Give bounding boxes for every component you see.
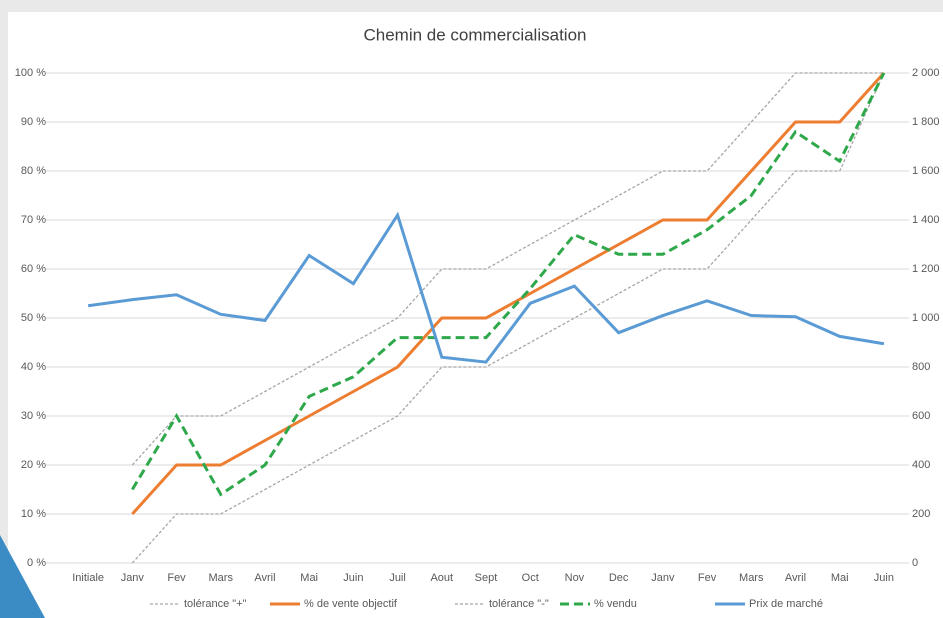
y-tick-label: 20 % [21,459,46,471]
x-tick-label: Dec [609,572,629,584]
x-tick-label: Avril [254,572,275,584]
x-tick-label: Mars [209,572,234,584]
x-tick-label: Aout [430,572,453,584]
legend-label: Prix de marché [749,598,823,610]
chart-area [8,12,943,618]
y2-tick-label: 1 600 [912,165,940,177]
x-tick-label: Mai [831,572,849,584]
y2-tick-label: 2 000 [912,67,940,79]
series-line [131,72,886,497]
x-tick-label: Fev [698,572,717,584]
corner-decoration [0,535,45,618]
series-line [131,72,885,564]
x-tick-label: Fev [167,572,186,584]
y2-tick-label: 1 400 [912,214,940,226]
y-tick-label: 80 % [21,165,46,177]
series-line [131,71,886,516]
y2-tick-label: 0 [912,557,918,569]
x-tick-label: Juin [343,572,363,584]
series-line [131,72,884,466]
y-tick-label: 0 % [27,557,46,569]
y-tick-label: 70 % [21,214,46,226]
y2-tick-label: 600 [912,410,930,422]
y-tick-label: 30 % [21,410,46,422]
x-tick-label: Juin [874,572,894,584]
x-tick-label: Janv [121,572,145,584]
legend-label: tolérance "+" [184,598,247,610]
y2-tick-label: 800 [912,361,930,373]
x-tick-label: Mars [739,572,764,584]
y-tick-label: 50 % [21,312,46,324]
x-tick-label: Sept [475,572,498,584]
y2-tick-label: 400 [912,459,930,471]
series-line [87,211,885,364]
legend-label: tolérance "-" [489,598,549,610]
y-tick-label: 60 % [21,263,46,275]
legend-label: % de vente objectif [304,598,398,610]
y2-tick-label: 1 000 [912,312,940,324]
y2-tick-label: 1 200 [912,263,940,275]
x-tick-label: Mai [300,572,318,584]
y-tick-label: 40 % [21,361,46,373]
x-tick-label: Oct [522,572,539,584]
legend-label: % vendu [594,598,637,610]
y2-tick-label: 1 800 [912,116,940,128]
x-tick-label: Avril [785,572,806,584]
chart-title: Chemin de commercialisation [364,25,587,44]
y-tick-label: 100 % [15,67,46,79]
x-tick-label: Juil [389,572,406,584]
y-tick-label: 10 % [21,508,46,520]
x-tick-label: Nov [565,572,585,584]
y2-tick-label: 200 [912,508,930,520]
x-tick-label: Janv [651,572,675,584]
y-tick-label: 90 % [21,116,46,128]
x-tick-label: Initiale [72,572,104,584]
